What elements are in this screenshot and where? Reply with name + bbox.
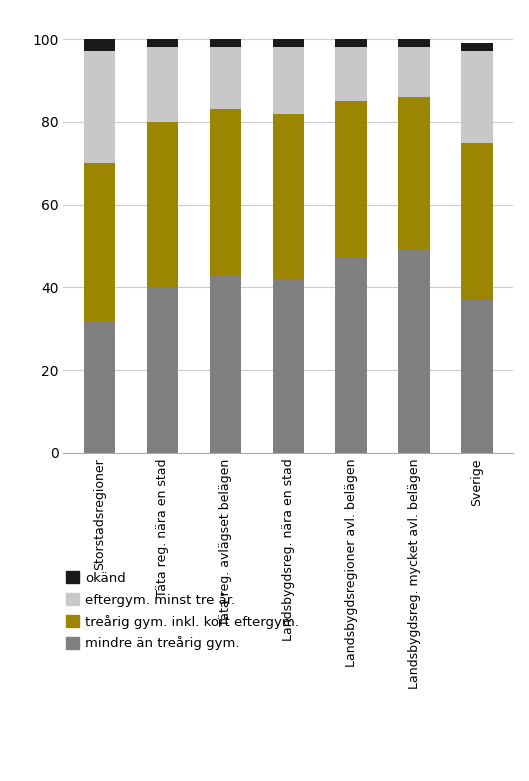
Bar bbox=[461, 300, 492, 453]
Bar bbox=[209, 109, 241, 275]
Bar bbox=[335, 39, 367, 48]
Bar bbox=[147, 39, 178, 48]
Bar bbox=[272, 279, 304, 453]
Bar bbox=[272, 48, 304, 113]
Bar bbox=[461, 43, 492, 52]
Bar bbox=[147, 287, 178, 453]
Bar bbox=[147, 48, 178, 122]
Bar bbox=[272, 39, 304, 48]
Bar bbox=[335, 102, 367, 259]
Bar bbox=[461, 143, 492, 300]
Bar bbox=[84, 52, 115, 163]
Bar bbox=[335, 48, 367, 102]
Bar bbox=[147, 122, 178, 287]
Bar bbox=[209, 48, 241, 109]
Bar bbox=[272, 113, 304, 279]
Bar bbox=[209, 275, 241, 453]
Bar bbox=[398, 250, 430, 453]
Bar bbox=[398, 39, 430, 48]
Legend: okänd, eftergym. minst tre år., treårig gym. inkl. kort eftergym., mindre än tre: okänd, eftergym. minst tre år., treårig … bbox=[66, 572, 299, 651]
Bar bbox=[209, 39, 241, 48]
Bar bbox=[84, 320, 115, 453]
Bar bbox=[84, 163, 115, 320]
Bar bbox=[461, 52, 492, 143]
Bar bbox=[398, 48, 430, 97]
Bar bbox=[335, 259, 367, 453]
Bar bbox=[84, 39, 115, 52]
Bar bbox=[398, 97, 430, 250]
